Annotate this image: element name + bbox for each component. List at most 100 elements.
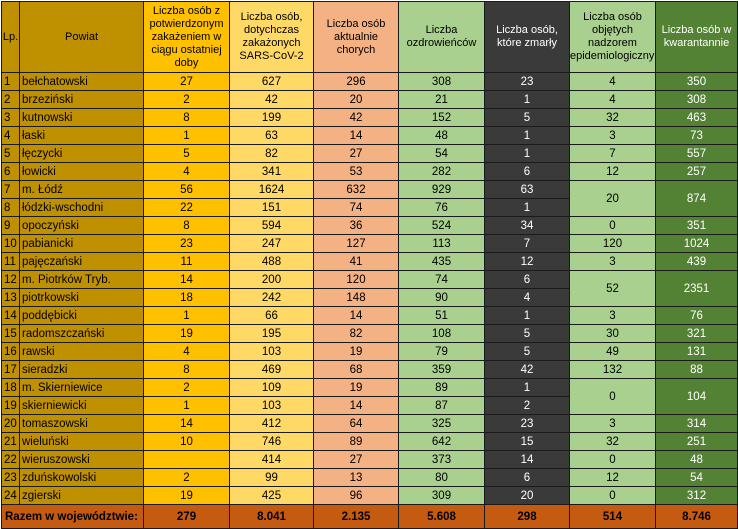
cell-lp: 18 (1, 378, 20, 397)
cell-lp: 5 (1, 144, 20, 163)
cell-recovered: 308 (398, 72, 485, 91)
cell-recovered: 90 (398, 288, 485, 307)
cell-quarantine: 1024 (655, 234, 738, 253)
cell-quarantine-merged: 874 (655, 180, 738, 217)
cell-lp: 7 (1, 180, 20, 199)
cell-supervised: 12 (569, 162, 656, 181)
cell-supervised: 3 (569, 306, 656, 325)
cell-powiat: poddębicki (19, 306, 144, 325)
cell-total-cases: 746 (229, 432, 314, 451)
cell-quarantine: 131 (655, 342, 738, 361)
cell-deaths: 1 (484, 378, 570, 397)
cell-active-cases: 148 (313, 288, 399, 307)
cell-total-cases: 469 (229, 360, 314, 379)
cell-total-cases: 103 (229, 342, 314, 361)
cell-deaths: 2 (484, 396, 570, 415)
cell-recovered: 359 (398, 360, 485, 379)
cell-recovered: 80 (398, 468, 485, 487)
cell-recovered: 87 (398, 396, 485, 415)
cell-quarantine: 308 (655, 90, 738, 109)
cell-quarantine: 88 (655, 360, 738, 379)
header-total-cases: Liczba osób, dotychczas zakażonych SARS-… (229, 1, 314, 73)
cell-new-cases: 8 (143, 360, 230, 379)
cell-deaths: 1 (484, 144, 570, 163)
cell-lp: 14 (1, 306, 20, 325)
header-deaths: Liczba osób, które zmarły (484, 1, 570, 73)
cell-supervised: 0 (569, 450, 656, 469)
cell-recovered: 524 (398, 216, 485, 235)
cell-recovered: 74 (398, 270, 485, 289)
cell-lp: 20 (1, 414, 20, 433)
cell-new-cases: 1 (143, 126, 230, 145)
cell-quarantine-merged: 104 (655, 378, 738, 415)
table-row: 7 m. Łódź 56 1624 632 929 63 20 874 (1, 180, 738, 217)
cell-new-cases: 8 (143, 108, 230, 127)
cell-lp: 13 (1, 288, 20, 307)
cell-recovered: 89 (398, 378, 485, 397)
cell-active-cases: 20 (313, 90, 399, 109)
cell-powiat: m. Skierniewice (19, 378, 144, 397)
cell-total-cases: 341 (229, 162, 314, 181)
cell-quarantine: 257 (655, 162, 738, 181)
cell-deaths: 6 (484, 468, 570, 487)
cell-deaths: 6 (484, 162, 570, 181)
cell-new-cases: 14 (143, 270, 230, 289)
cell-recovered: 79 (398, 342, 485, 361)
cell-new-cases: 2 (143, 468, 230, 487)
cell-new-cases: 1 (143, 396, 230, 415)
cell-new-cases: 5 (143, 144, 230, 163)
cell-new-cases: 10 (143, 432, 230, 451)
cell-supervised: 32 (569, 108, 656, 127)
cell-active-cases: 19 (313, 378, 399, 397)
cell-powiat: wieluński (19, 432, 144, 451)
cell-new-cases: 1 (143, 306, 230, 325)
cell-total-cases: 42 (229, 90, 314, 109)
cell-supervised: 120 (569, 234, 656, 253)
cell-deaths: 23 (484, 72, 570, 91)
cell-supervised: 3 (569, 126, 656, 145)
cell-deaths: 63 (484, 180, 570, 199)
cell-supervised-merged: 52 (569, 270, 656, 307)
cell-active-cases: 14 (313, 396, 399, 415)
cell-powiat: pabianicki (19, 234, 144, 253)
cell-deaths: 4 (484, 288, 570, 307)
cell-quarantine: 557 (655, 144, 738, 163)
cell-powiat: łaski (19, 126, 144, 145)
cell-total-cases: 242 (229, 288, 314, 307)
cell-active-cases: 36 (313, 216, 399, 235)
cell-powiat: bełchatowski (19, 72, 144, 91)
cell-powiat: zduńskowolski (19, 468, 144, 487)
cell-recovered: 282 (398, 162, 485, 181)
cell-total-cases: 1624 (229, 180, 314, 199)
table-row: 4 łaski 1 63 14 48 1 3 73 (1, 126, 738, 145)
cell-new-cases (143, 450, 230, 469)
cell-active-cases: 74 (313, 198, 399, 217)
cell-total-cases: 627 (229, 72, 314, 91)
cell-active-cases: 64 (313, 414, 399, 433)
cell-quarantine: 76 (655, 306, 738, 325)
cell-powiat: sieradzki (19, 360, 144, 379)
cell-powiat: łęczycki (19, 144, 144, 163)
cell-supervised-merged: 20 (569, 180, 656, 217)
totals-total-cases: 8.041 (229, 504, 314, 529)
cell-active-cases: 96 (313, 486, 399, 505)
cell-powiat: pajęczański (19, 252, 144, 271)
cell-new-cases: 27 (143, 72, 230, 91)
cell-deaths: 14 (484, 450, 570, 469)
cell-new-cases: 19 (143, 324, 230, 343)
table-row: 19 skierniewicki 1 103 14 87 2 (1, 396, 738, 415)
cell-active-cases: 68 (313, 360, 399, 379)
cell-active-cases: 14 (313, 306, 399, 325)
cell-lp: 4 (1, 126, 20, 145)
cell-powiat: opoczyński (19, 216, 144, 235)
table-row: 10 pabianicki 23 247 127 113 7 120 1024 (1, 234, 738, 253)
cell-deaths: 5 (484, 324, 570, 343)
cell-quarantine: 439 (655, 252, 738, 271)
cell-lp: 11 (1, 252, 20, 271)
totals-active-cases: 2.135 (313, 504, 399, 529)
cell-supervised: 132 (569, 360, 656, 379)
cell-total-cases: 66 (229, 306, 314, 325)
cell-active-cases: 27 (313, 450, 399, 469)
cell-recovered: 435 (398, 252, 485, 271)
